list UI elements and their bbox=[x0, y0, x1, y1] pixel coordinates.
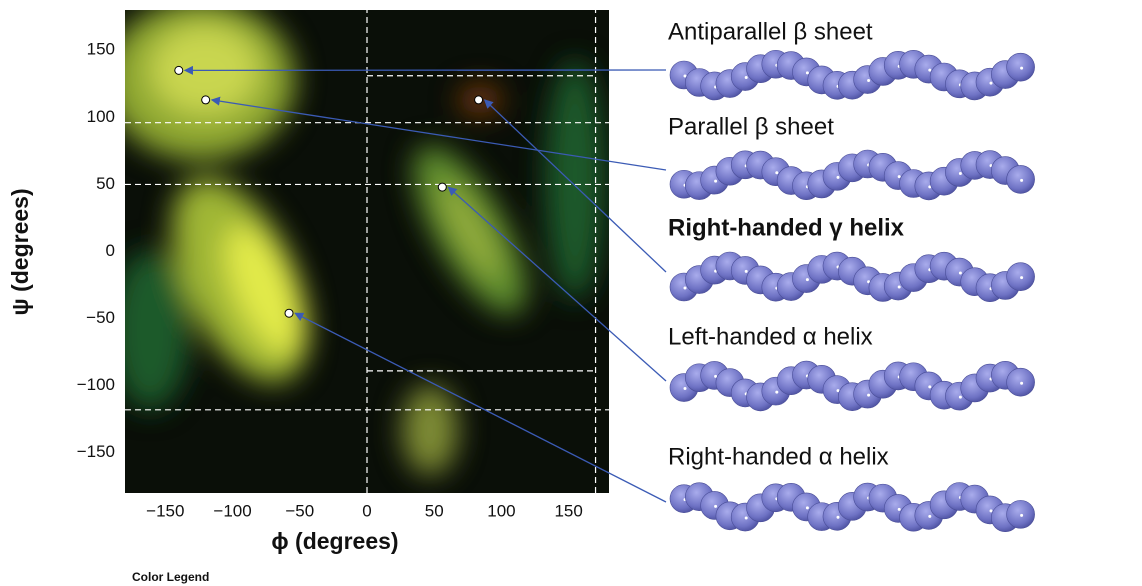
y-tick-label: −150 bbox=[77, 442, 115, 461]
bead-dot bbox=[714, 505, 717, 508]
bead-dot bbox=[1020, 179, 1023, 182]
bead-dot bbox=[928, 69, 931, 72]
bead-chain bbox=[670, 482, 1035, 531]
bead-dot bbox=[684, 287, 687, 290]
y-tick-label: 100 bbox=[87, 107, 115, 126]
y-tick-label: 150 bbox=[87, 40, 115, 59]
y-tick-label: 50 bbox=[96, 174, 115, 193]
structure-label: Right-handed γ helix bbox=[668, 214, 905, 241]
structure-label: Parallel β sheet bbox=[668, 113, 834, 140]
bead-dot bbox=[1020, 382, 1023, 385]
x-tick-label: −100 bbox=[213, 501, 251, 520]
bead-dot bbox=[806, 278, 809, 281]
x-axis-label: ϕ (degrees) bbox=[271, 528, 398, 554]
point bbox=[475, 96, 483, 104]
x-tick-label: −150 bbox=[146, 501, 184, 520]
bead-dot bbox=[959, 272, 962, 275]
point bbox=[438, 183, 446, 191]
bead-dot bbox=[745, 270, 748, 273]
bead-dot bbox=[837, 516, 840, 519]
legend-title: Color Legend bbox=[132, 570, 209, 584]
bead-dot bbox=[928, 515, 931, 518]
bead-dot bbox=[745, 517, 748, 520]
bead-dot bbox=[684, 75, 687, 78]
bead-dot bbox=[898, 175, 901, 178]
structure-label: Right-handed α helix bbox=[668, 443, 889, 470]
bead-dot bbox=[806, 71, 809, 74]
structure-label: Antiparallel β sheet bbox=[668, 18, 873, 45]
y-tick-label: 0 bbox=[106, 241, 115, 260]
bead-dot bbox=[898, 286, 901, 289]
bead-chain bbox=[670, 50, 1035, 100]
point bbox=[285, 309, 293, 317]
x-tick-label: −50 bbox=[285, 501, 314, 520]
bead-dot bbox=[837, 176, 840, 179]
bead-dot bbox=[1020, 276, 1023, 279]
point bbox=[175, 66, 183, 74]
bead-dot bbox=[867, 79, 870, 82]
bead-dot bbox=[745, 76, 748, 79]
bead-dot bbox=[1020, 67, 1023, 70]
bead-dot bbox=[990, 509, 993, 512]
bead-dot bbox=[775, 391, 778, 394]
x-tick-label: 100 bbox=[487, 501, 515, 520]
bead-dot bbox=[806, 506, 809, 509]
bead-chain bbox=[670, 252, 1035, 302]
x-tick-label: 50 bbox=[425, 501, 444, 520]
bead-dot bbox=[959, 396, 962, 399]
bead-dot bbox=[684, 387, 687, 390]
bead-dot bbox=[928, 385, 931, 388]
bead-dot bbox=[898, 508, 901, 511]
y-tick-label: −50 bbox=[86, 308, 115, 327]
structure-label: Left-handed α helix bbox=[668, 323, 873, 350]
bead-dot bbox=[990, 82, 993, 85]
bead-dot bbox=[775, 171, 778, 174]
bead-dot bbox=[867, 394, 870, 397]
chart: ϕ (degrees) ψ (degrees) Color Legend −15… bbox=[0, 0, 1142, 586]
bead-dot bbox=[1020, 514, 1023, 517]
y-tick-label: −100 bbox=[77, 375, 115, 394]
bead-chain bbox=[670, 361, 1035, 411]
bead-dot bbox=[714, 180, 717, 183]
point bbox=[202, 96, 210, 104]
bead-dot bbox=[959, 172, 962, 175]
bead-chain bbox=[670, 150, 1035, 200]
x-tick-label: 150 bbox=[554, 501, 582, 520]
y-axis-label: ψ (degrees) bbox=[7, 188, 33, 315]
x-tick-label: 0 bbox=[362, 501, 371, 520]
